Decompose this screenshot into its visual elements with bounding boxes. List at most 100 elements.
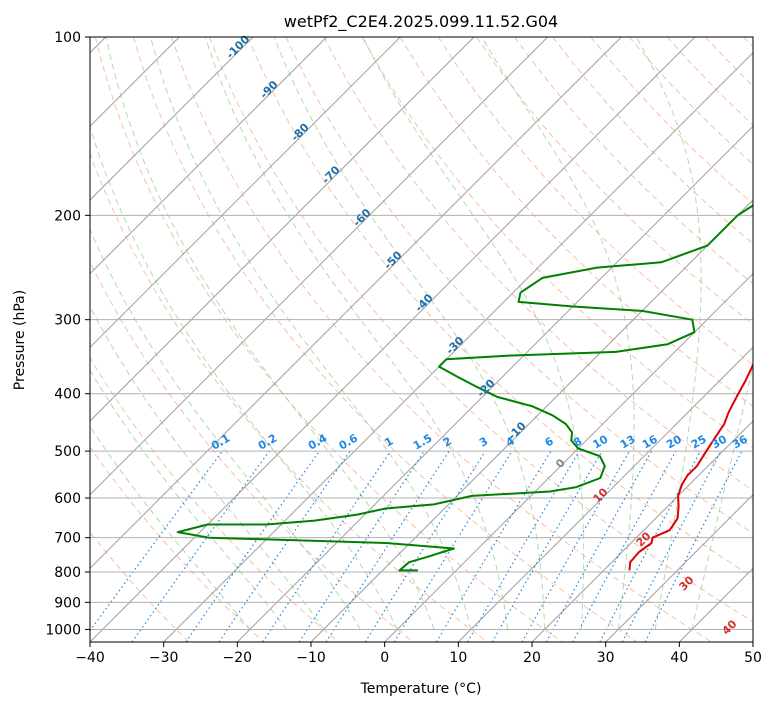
moist-adiabat [635,37,702,630]
isotherm [90,37,549,496]
mixing-ratio-label: 3 [477,435,490,450]
isotherm [236,125,753,642]
mixing-ratio-line [218,450,351,642]
x-tick-label: 0 [380,650,389,666]
y-tick-label: 400 [54,387,81,403]
dry-adiabat [209,37,753,623]
isotherm [90,37,254,201]
mixing-ratio-line [466,450,580,642]
y-tick-label: 900 [54,595,81,611]
moist-adiabat [105,37,435,630]
moist-adiabat [481,37,635,630]
dry-adiabat [666,37,753,126]
isotherm [90,37,328,275]
isotherm [90,37,401,349]
y-tick-label: 800 [54,565,81,581]
mixing-ratio-label: 2 [441,435,454,450]
moist-label: 40 [720,617,740,637]
mixing-ratio-line [491,450,603,642]
mixing-ratio-line [545,450,653,642]
dry-adiabat [94,37,563,642]
mixing-ratio-label: 16 [640,432,660,451]
dry-adiabat [90,446,264,642]
zero-label: 0 [553,456,568,471]
dry-adiabat [476,37,753,325]
mixing-ratio-line [644,450,743,642]
mixing-ratio-label: 1.5 [411,432,434,453]
mixing-ratio-line [298,450,425,642]
moist-adiabat [90,369,288,630]
moist-label: 20 [634,529,654,549]
mixing-ratio-label: 36 [730,432,750,451]
isotherm [678,567,753,642]
mixing-ratio-line [572,450,677,642]
moist-adiabat [90,425,251,630]
moist-adiabat [90,125,398,630]
isotherm [90,37,622,570]
y-tick-label: 200 [54,208,81,224]
isotherm-label: -70 [319,163,342,186]
dry-adiabat [90,260,414,642]
dry-adiabat [323,37,753,491]
dry-adiabat [171,37,712,642]
isotherm [163,51,753,642]
mixing-ratio-label: 13 [618,433,638,452]
x-axis-label: Temperature (°C) [360,681,482,697]
mixing-ratio-label: 25 [689,433,709,452]
isotherm [310,199,753,642]
isotherm-label: -60 [350,206,373,229]
x-tick-label: 10 [449,650,467,666]
mixing-ratio-line [185,450,320,642]
dry-adiabat [247,37,753,578]
y-tick-label: 500 [54,444,81,460]
y-tick-label: 100 [54,30,81,46]
moist-adiabat [691,363,753,630]
mixing-ratio-line [131,450,270,642]
mixing-ratio-line [393,450,513,642]
y-axis-ticks: 100 200 300 400 500 600 700 800 900 1000 [45,30,90,638]
x-tick-label: 30 [597,650,615,666]
x-tick-label: −40 [75,650,105,666]
dry-adiabat [552,37,753,245]
background-lines [90,37,753,642]
moist-adiabat [362,37,585,630]
mixing-ratio-line [90,450,223,632]
mixing-ratio-label: 20 [664,432,684,451]
mixing-ratio-line [435,450,552,642]
mixing-ratio-label: 6 [543,434,556,449]
x-tick-label: 50 [744,650,762,666]
y-tick-label: 300 [54,313,81,329]
y-tick-label: 700 [54,531,81,547]
dry-adiabat [590,37,753,205]
dry-adiabat [285,37,753,535]
isotherm-label: -40 [412,291,435,314]
dry-adiabat [704,37,753,87]
x-tick-label: 20 [523,650,541,666]
isotherm [605,493,753,642]
isotherm-label: -30 [443,334,466,357]
isotherm-label: -50 [381,248,404,271]
dry-adiabat [90,531,190,642]
chart-title: wetPf2_C2E4.2025.099.11.52.G04 [284,12,558,32]
mixing-ratio-label: 8 [571,435,584,450]
moist-adiabat [204,37,509,630]
isotherm-label: -90 [257,78,280,101]
moist-label: 30 [677,573,697,593]
x-axis-ticks: −40 −30 −20 −10 0 10 20 30 40 50 [75,642,762,666]
y-tick-label: 600 [54,491,81,507]
moist-adiabat [90,305,325,630]
mixing-ratio-label: 1 [382,435,395,450]
mixing-ratio-label: 0.4 [306,431,330,452]
isotherm [90,37,696,642]
plot-frame [89,36,754,643]
dry-adiabat [132,37,638,642]
dry-adiabat [437,37,753,366]
y-tick-label: 1000 [45,622,81,638]
dry-adiabat [514,37,753,285]
sounding-line-2 [176,204,753,572]
isotherm [752,641,753,642]
isotherm [90,37,475,422]
series-layer [176,204,753,572]
x-tick-label: −10 [296,650,326,666]
moist-adiabat [273,37,546,630]
